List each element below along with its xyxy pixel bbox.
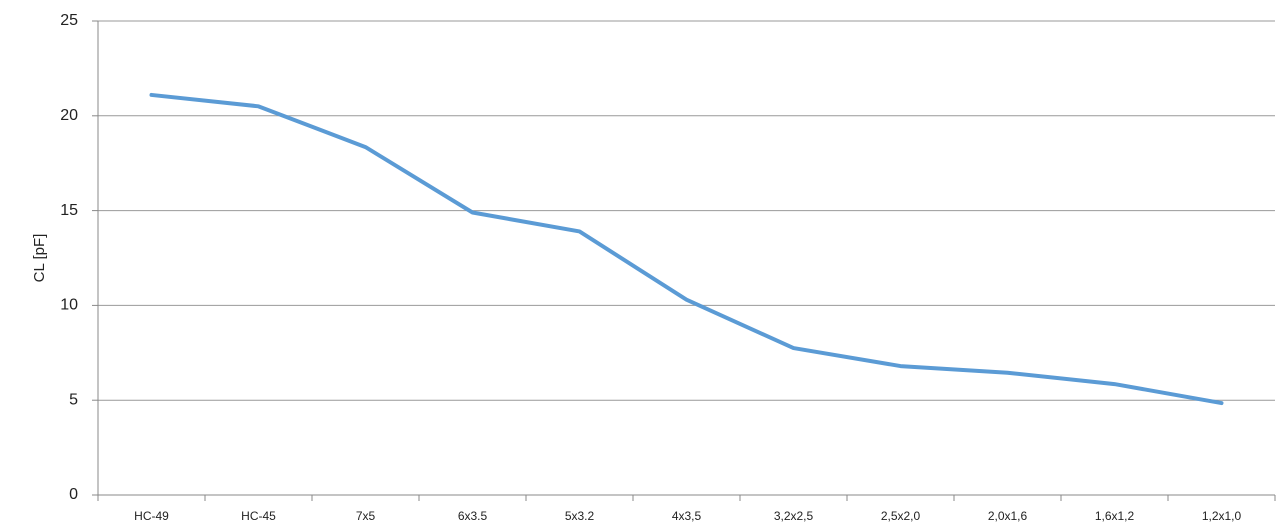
x-tick-label: HC-49 [134,509,169,523]
y-tick-label: 5 [69,391,78,408]
x-tick-label: 3,2x2,5 [774,509,814,523]
x-tick-label: 4x3,5 [672,509,702,523]
y-tick-label: 0 [69,486,78,503]
y-tick-label: 25 [60,12,78,29]
data-line [149,92,1224,406]
x-tick-label: 1,2x1,0 [1202,509,1242,523]
y-axis-label: CL [pF] [31,234,48,283]
x-tick-label: 5x3.2 [565,509,595,523]
y-tick-label: 10 [60,297,78,314]
x-tick-label: 6x3.5 [458,509,488,523]
x-tick-label: 7x5 [356,509,376,523]
x-tick-label: 2,5x2,0 [881,509,921,523]
y-tick-label: 20 [60,107,78,124]
x-tick-label: 2,0x1,6 [988,509,1028,523]
x-tick-label: HC-45 [241,509,276,523]
x-tick-label: 1,6x1,2 [1095,509,1135,523]
y-tick-label: 15 [60,202,78,219]
